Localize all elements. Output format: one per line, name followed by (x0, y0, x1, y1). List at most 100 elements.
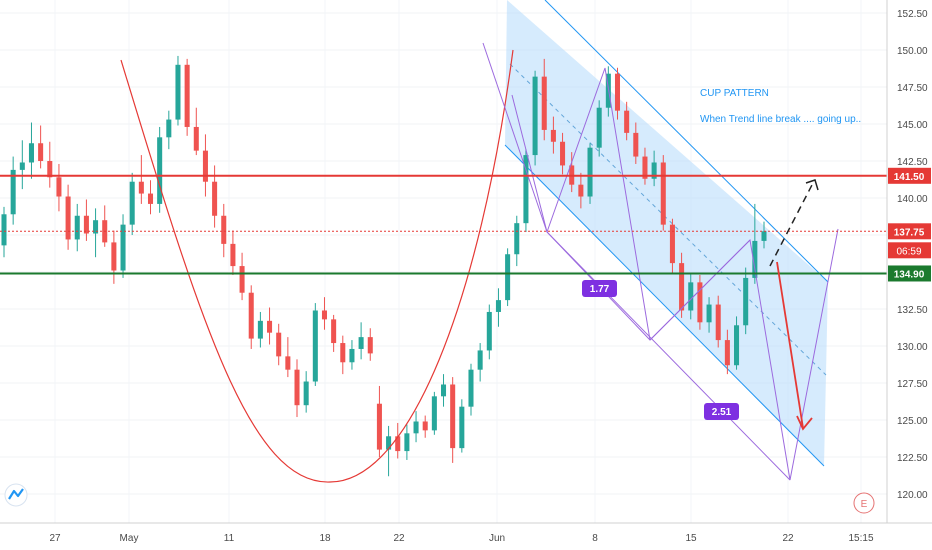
candle-body (47, 161, 53, 178)
bearish-projection-arrow (776, 261, 804, 429)
candle-body (761, 231, 767, 241)
candle-body (669, 224, 675, 264)
candle-body (550, 129, 556, 142)
candle (157, 126, 163, 213)
candle-body (111, 242, 117, 271)
candle-body (367, 337, 373, 354)
candle-body (505, 254, 511, 301)
candle (193, 107, 199, 156)
candle (679, 252, 685, 318)
candle (431, 391, 437, 435)
candle-body (514, 223, 520, 255)
candle (495, 288, 501, 327)
candle (688, 273, 694, 320)
candle-body (541, 76, 547, 130)
candle-body (138, 181, 144, 194)
time-tick-label: 22 (782, 533, 794, 544)
candle (175, 55, 181, 126)
candle (596, 100, 602, 157)
channel-top-line (544, 0, 829, 283)
candle (614, 67, 621, 120)
candle (624, 101, 630, 141)
time-tick-label: Jun (489, 533, 505, 544)
price-tick-label: 152.50 (897, 9, 928, 20)
candle (56, 163, 62, 212)
candle (413, 411, 419, 443)
candle-body (120, 224, 126, 271)
candle-body (651, 162, 657, 179)
candle (651, 150, 657, 187)
price-tick-label: 130.00 (897, 342, 928, 353)
candle (248, 285, 254, 349)
time-tick-label: 8 (592, 533, 598, 544)
candle-body (688, 282, 694, 311)
candle-body (65, 196, 71, 240)
candle (19, 140, 25, 190)
candle-body (523, 155, 529, 224)
candle (734, 316, 740, 370)
tradingview-logo-icon[interactable] (4, 483, 28, 507)
countdown-box (888, 242, 931, 259)
candle-body (431, 396, 437, 431)
candle-body (285, 356, 291, 370)
candle (669, 218, 675, 274)
price-tick-label: 132.50 (897, 305, 928, 316)
candle-body (495, 300, 501, 312)
candle (486, 304, 492, 360)
candle (441, 374, 447, 407)
candle-body (633, 132, 639, 157)
channel-mid-line (509, 63, 827, 376)
channel-bottom-line (504, 144, 825, 467)
candle-body (697, 282, 703, 323)
candle-body (38, 143, 44, 161)
candle-body (376, 403, 382, 450)
candle (422, 415, 428, 438)
candle (404, 424, 410, 460)
level-label-box (888, 265, 931, 282)
candle-body (257, 320, 263, 339)
candle-body (221, 215, 227, 244)
candle-body (19, 162, 25, 170)
candle-body (166, 119, 172, 138)
level-label: 134.90 (894, 269, 925, 280)
price-tick-label: 127.50 (897, 379, 928, 390)
candle (724, 329, 730, 375)
candle (10, 156, 16, 225)
candle-body (468, 369, 474, 407)
candle (321, 297, 327, 330)
candle (376, 385, 382, 457)
level-label-box (888, 223, 931, 240)
candle-body (129, 181, 135, 225)
candle-body (404, 433, 410, 452)
time-tick-label: 22 (393, 533, 405, 544)
candle (83, 199, 89, 241)
candle-body (413, 421, 419, 434)
ratio-tag-2-box (704, 403, 739, 420)
pattern-line-mid (546, 67, 651, 341)
time-axis-bg[interactable] (0, 523, 887, 550)
candle (312, 303, 318, 386)
candle-body (624, 110, 630, 133)
candle (660, 155, 666, 231)
earnings-marker[interactable] (853, 492, 875, 514)
candle (276, 323, 282, 366)
candle-body (28, 143, 34, 163)
candle-body (175, 64, 181, 120)
candle-body (477, 350, 483, 370)
candle-body (340, 343, 346, 363)
candle (642, 147, 648, 185)
candle-body (596, 107, 602, 148)
price-tick-label: 145.00 (897, 120, 928, 131)
candle-body (422, 421, 428, 431)
candle (294, 359, 300, 418)
candle (468, 363, 474, 416)
candle (74, 203, 80, 252)
candle-body (184, 64, 190, 127)
pattern-title: CUP PATTERN (700, 88, 769, 99)
grid (0, 0, 887, 523)
candle-body (321, 310, 327, 320)
candle (221, 203, 227, 258)
candle-body (56, 177, 62, 197)
